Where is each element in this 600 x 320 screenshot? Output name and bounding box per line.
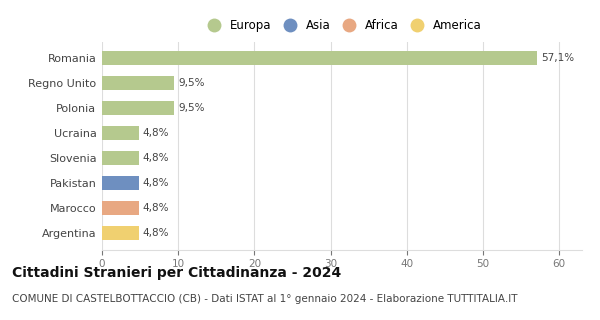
Text: 4,8%: 4,8%: [142, 203, 169, 213]
Text: COMUNE DI CASTELBOTTACCIO (CB) - Dati ISTAT al 1° gennaio 2024 - Elaborazione TU: COMUNE DI CASTELBOTTACCIO (CB) - Dati IS…: [12, 294, 517, 304]
Legend: Europa, Asia, Africa, America: Europa, Asia, Africa, America: [198, 14, 486, 37]
Text: Cittadini Stranieri per Cittadinanza - 2024: Cittadini Stranieri per Cittadinanza - 2…: [12, 266, 341, 280]
Bar: [102, 226, 139, 240]
Bar: [102, 151, 139, 165]
Text: 4,8%: 4,8%: [142, 128, 169, 138]
Bar: [102, 126, 139, 140]
Text: 57,1%: 57,1%: [541, 53, 574, 63]
Bar: [102, 201, 139, 215]
Text: 9,5%: 9,5%: [178, 103, 205, 113]
Text: 4,8%: 4,8%: [142, 153, 169, 163]
Bar: [102, 51, 537, 65]
Bar: [102, 101, 175, 115]
Bar: [102, 76, 175, 90]
Text: 4,8%: 4,8%: [142, 178, 169, 188]
Text: 4,8%: 4,8%: [142, 228, 169, 238]
Bar: [102, 176, 139, 190]
Text: 9,5%: 9,5%: [178, 78, 205, 88]
